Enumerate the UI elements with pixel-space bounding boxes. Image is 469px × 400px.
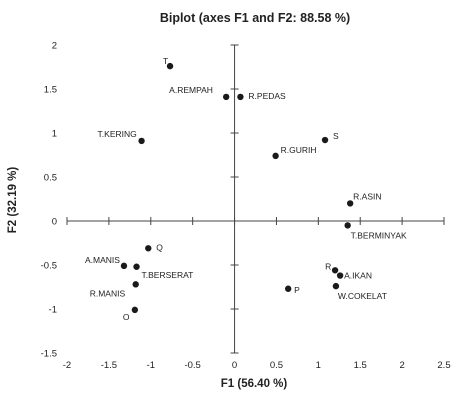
data-point — [336, 272, 344, 279]
data-point — [346, 200, 354, 207]
x-axis-title: F1 (56.40 %) — [221, 378, 288, 390]
data-point — [133, 263, 140, 270]
point-label: R.MANIS — [90, 288, 126, 298]
axes-layer — [66, 44, 445, 354]
point-label: O — [123, 312, 130, 322]
point-label: A.MANIS — [85, 255, 120, 265]
y-tick-label: -0.5 — [41, 261, 57, 272]
data-point — [145, 245, 152, 252]
x-tick-label: -2 — [63, 360, 71, 371]
tick-labels-layer: 2 1.5 1 0.5 0 -0.5 -1 -1.5 -2 -1.5 -1 -0.5 0 0.5 1 1.5 2… — [41, 41, 451, 372]
data-point — [321, 136, 329, 144]
x-tick-label: 0.5 — [270, 360, 283, 371]
point-label: T.BERMINYAK — [351, 230, 407, 240]
x-tick-label: 0 — [232, 360, 237, 371]
data-point — [120, 262, 128, 270]
y-tick-label: 1 — [52, 129, 57, 140]
y-tick-label: -1.5 — [41, 349, 57, 360]
data-point — [166, 62, 174, 70]
y-tick-label: -1 — [49, 305, 57, 316]
point-label: Q — [156, 242, 163, 252]
point-label: R — [325, 261, 331, 271]
chart-title: Biplot (axes F1 and F2: 88.58 %) — [160, 11, 350, 25]
x-tick-label: 1 — [316, 360, 321, 371]
data-point — [237, 93, 244, 101]
point-label: A.REMPAH — [169, 85, 213, 95]
y-tick-label: 2 — [52, 41, 57, 52]
points-layer: T A.REMPAH R.PEDAS T.KERING S R.GURIH R.ASIN T.… — [85, 56, 407, 322]
point-label: R.GURIH — [281, 145, 317, 155]
point-label: T — [163, 56, 168, 66]
data-point — [284, 285, 292, 292]
y-tick-label: 1.5 — [44, 85, 57, 96]
point-label: A.IKAN — [344, 271, 372, 281]
y-tick-label: 0 — [52, 217, 57, 228]
point-label: S — [333, 131, 339, 141]
point-label: T.BERSERAT — [142, 270, 194, 280]
x-tick-label: -1.5 — [101, 360, 117, 371]
point-label: T.KERING — [98, 129, 137, 139]
point-label: W.COKELAT — [338, 291, 387, 301]
x-tick-label: 1.5 — [354, 360, 367, 371]
data-point — [131, 306, 139, 314]
y-tick-label: 0.5 — [44, 173, 57, 184]
point-label: R.ASIN — [353, 191, 381, 201]
y-axis-title: F2 (32.19 %) — [7, 167, 19, 234]
x-tick-label: -0.5 — [184, 360, 200, 371]
point-label: R.PEDAS — [248, 91, 286, 101]
data-point — [132, 281, 139, 288]
data-point — [344, 222, 351, 229]
point-label: P — [294, 285, 300, 295]
data-point — [331, 267, 339, 274]
data-point — [272, 152, 279, 160]
data-point — [138, 137, 145, 145]
x-tick-label: -1 — [147, 360, 155, 371]
data-point — [222, 93, 230, 101]
data-point — [332, 282, 340, 290]
x-tick-label: 2.5 — [437, 360, 450, 371]
x-tick-label: 2 — [399, 360, 404, 371]
